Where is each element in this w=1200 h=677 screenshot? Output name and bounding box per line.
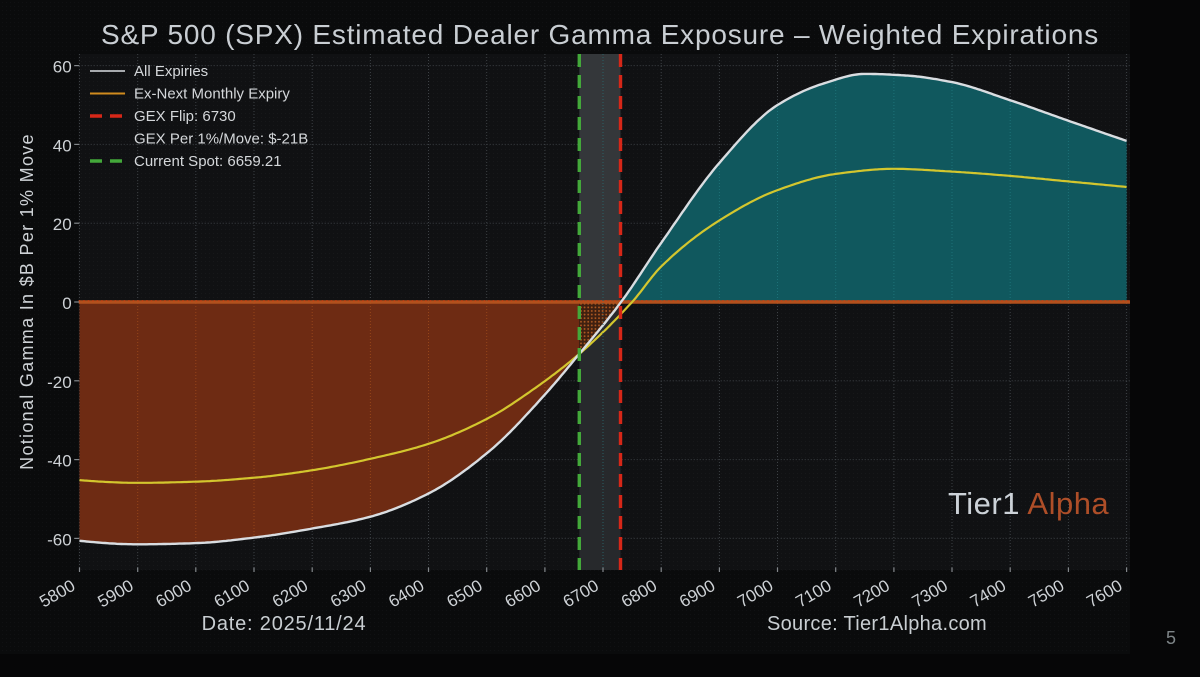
svg-text:Tier1 Alpha: Tier1 Alpha [948, 486, 1109, 521]
svg-text:Ex-Next Monthly Expiry: Ex-Next Monthly Expiry [134, 86, 290, 103]
svg-text:-20: -20 [47, 373, 72, 392]
svg-text:Notional Gamma In $B Per 1% Mo: Notional Gamma In $B Per 1% Move [17, 133, 37, 470]
svg-text:GEX Flip: 6730: GEX Flip: 6730 [134, 108, 236, 125]
svg-text:Date: 2025/11/24: Date: 2025/11/24 [202, 613, 367, 635]
svg-text:20: 20 [53, 215, 72, 234]
svg-text:-40: -40 [47, 452, 72, 471]
svg-text:40: 40 [53, 136, 72, 155]
svg-text:60: 60 [53, 58, 72, 77]
svg-text:Source: Tier1Alpha.com: Source: Tier1Alpha.com [767, 613, 987, 635]
svg-text:GEX Per 1%/Move: $-21B: GEX Per 1%/Move: $-21B [134, 131, 308, 148]
svg-text:Current Spot: 6659.21: Current Spot: 6659.21 [134, 153, 282, 170]
svg-text:-60: -60 [47, 530, 72, 549]
svg-text:S&P 500 (SPX) Estimated Dealer: S&P 500 (SPX) Estimated Dealer Gamma Exp… [101, 19, 1099, 50]
svg-text:5: 5 [1166, 628, 1176, 648]
svg-text:0: 0 [62, 294, 71, 313]
svg-text:All Expiries: All Expiries [134, 63, 208, 80]
